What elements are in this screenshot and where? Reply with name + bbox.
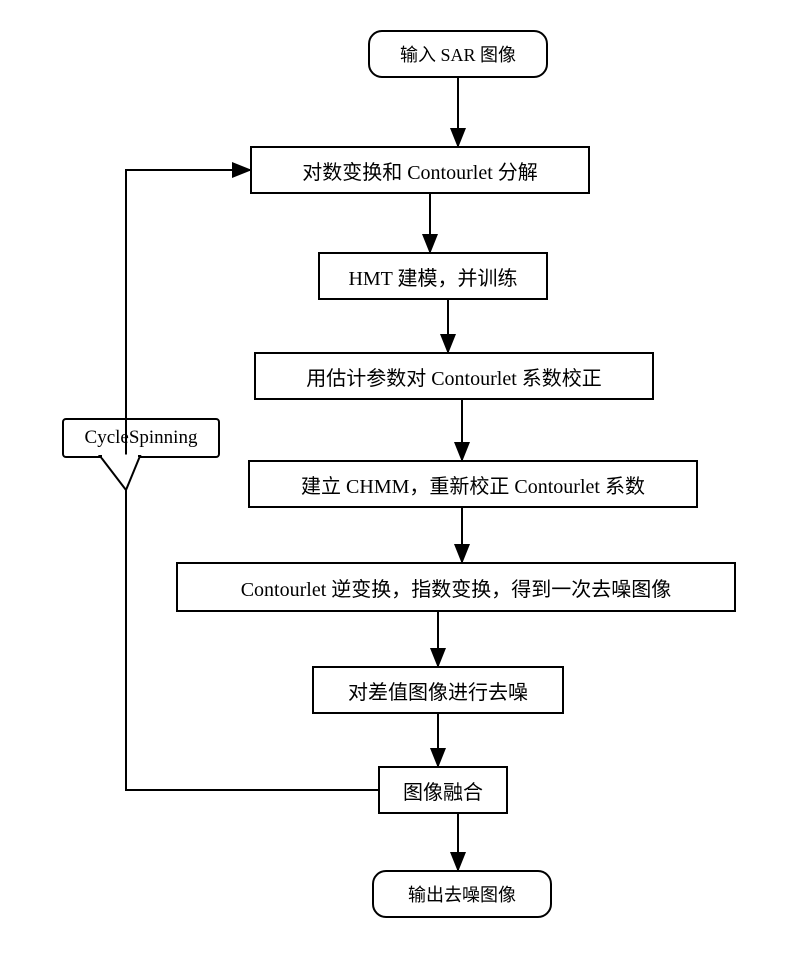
step6-node: 对差值图像进行去噪 (312, 666, 564, 714)
end-node: 输出去噪图像 (372, 870, 552, 918)
step1-node: 对数变换和 Contourlet 分解 (250, 146, 590, 194)
step6-label: 对差值图像进行去噪 (348, 676, 528, 705)
start-label: 输入 SAR 图像 (400, 41, 516, 67)
step7-node: 图像融合 (378, 766, 508, 814)
step5-label: Contourlet 逆变换，指数变换，得到一次去噪图像 (241, 573, 672, 602)
step5-node: Contourlet 逆变换，指数变换，得到一次去噪图像 (176, 562, 736, 612)
callout-pointer (100, 456, 140, 490)
step1-label: 对数变换和 Contourlet 分解 (302, 156, 538, 185)
step3-node: 用估计参数对 Contourlet 系数校正 (254, 352, 654, 400)
start-node: 输入 SAR 图像 (368, 30, 548, 78)
step4-node: 建立 CHMM，重新校正 Contourlet 系数 (248, 460, 698, 508)
step2-label: HMT 建模，并训练 (348, 262, 517, 291)
step7-label: 图像融合 (403, 776, 483, 805)
cyclespinning-label: CycleSpinning (85, 427, 198, 449)
step2-node: HMT 建模，并训练 (318, 252, 548, 300)
cyclespinning-callout: CycleSpinning (62, 418, 220, 458)
end-label: 输出去噪图像 (408, 881, 516, 907)
step4-label: 建立 CHMM，重新校正 Contourlet 系数 (301, 470, 645, 499)
step3-label: 用估计参数对 Contourlet 系数校正 (306, 362, 602, 391)
